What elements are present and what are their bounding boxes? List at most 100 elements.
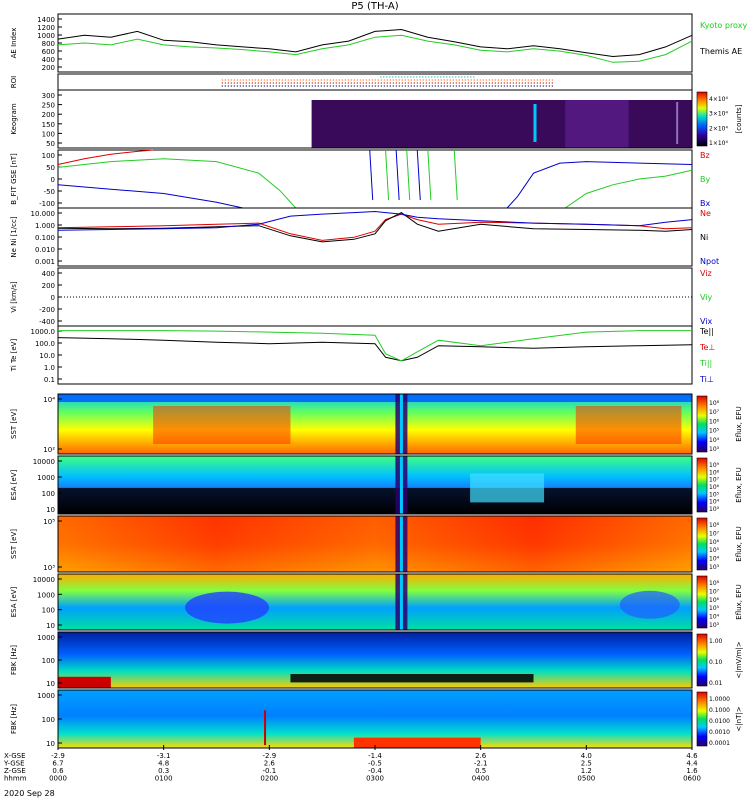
axis-row-label: Y-GSE [3, 760, 25, 768]
axis-row-value: 0300 [366, 775, 384, 783]
y-tick-label: 1400 [37, 16, 55, 24]
y-tick-label: 10.000 [31, 210, 56, 218]
axis-row-value: 0400 [472, 775, 490, 783]
y-tick-label: 400 [42, 270, 55, 278]
colorbar-tick-label: 10⁸ [709, 469, 720, 476]
y-axis-label: Ne Ni [1/cc] [10, 216, 18, 257]
legend-entry: Kyoto proxy AE [700, 21, 750, 30]
colorbar-label: <|mV/m|> [735, 641, 743, 678]
y-tick-label: 10 [46, 680, 55, 688]
colorbar-label: Eflux, EFU [735, 584, 743, 619]
colorbar-tick-label: 10⁶ [709, 484, 720, 491]
b-field-spike [453, 149, 458, 201]
legend-entry: Themis AE [699, 47, 742, 56]
y-tick-label: 0 [51, 294, 55, 302]
colorbar [696, 575, 708, 629]
y-tick-label: 50 [46, 140, 55, 148]
y-tick-label: 1000 [37, 634, 55, 642]
colorbar-tick-label: 10⁵ [709, 547, 720, 554]
y-tick-label: 1000.0 [31, 328, 56, 336]
colorbar-tick-label: 10⁸ [709, 400, 720, 407]
axis-row-value: 0.5 [475, 767, 486, 775]
colorbar-tick-label: 10⁹ [709, 462, 720, 469]
y-tick-label: 10000 [33, 576, 55, 584]
y-tick-label: -50 [44, 188, 55, 196]
legend-entry: Viz [700, 269, 712, 278]
y-tick-label: 0 [51, 176, 55, 184]
colorbar-tick-label: 3×10⁴ [709, 111, 728, 118]
axis-row-value: 1.6 [686, 767, 698, 775]
axis-row-value: 4.8 [158, 760, 169, 768]
colorbar-tick-label: 0.10 [709, 659, 723, 666]
legend-entry: Npot [700, 257, 719, 266]
colorbar-tick-label: 10⁷ [709, 530, 720, 537]
colorbar [696, 91, 708, 147]
colorbar-tick-label: 10⁷ [709, 477, 720, 484]
colorbar-tick-label: 10⁶ [709, 597, 720, 604]
y-tick-label: 300 [42, 92, 55, 100]
axis-row-value: 4.0 [581, 752, 592, 760]
colorbar-tick-label: 0.0010 [709, 729, 730, 736]
heatmap-band [470, 473, 545, 503]
colorbar [696, 395, 708, 453]
heatmap-blob [619, 590, 680, 619]
axis-row-value: 2.6 [475, 752, 487, 760]
y-tick-label: 800 [42, 40, 55, 48]
y-tick-label: -400 [39, 318, 55, 326]
colorbar-label: [counts] [735, 104, 743, 133]
panel-velocity: Vi [km/s] 400 200 0 -200 -400 Viz Viy Vix [10, 267, 713, 327]
b-field-spike [406, 149, 411, 201]
panel-bfit: B_FIT GSE [nT] 100 50 0 -50 -100 Bz By Bx [10, 149, 710, 209]
y-tick-label: 10.0 [39, 352, 55, 360]
panel-fbk_e: FBK [Hz] 1000 100 10 1.00 0.10 0.01 <|mV/m|> [10, 631, 743, 689]
y-axis-label: B_FIT GSE [nT] [10, 153, 18, 205]
colorbar-tick-label: 0.01 [709, 680, 723, 687]
colorbar [696, 633, 708, 687]
legend-entry: Bz [700, 151, 710, 160]
series-bx [57, 161, 693, 209]
panel-background [58, 208, 692, 266]
y-axis-label: ESA [eV] [10, 469, 18, 500]
y-tick-label: 100 [42, 716, 55, 724]
axis-row-value: 2.6 [264, 760, 276, 768]
axis-row-value: -0.1 [262, 767, 276, 775]
panel-fbk_b: FBK [Hz] 1000 100 10 1.0000 0.1000 0.0100 0.001… [10, 689, 743, 749]
y-axis-label: Vi [km/s] [10, 281, 18, 312]
legend-entry: By [700, 175, 710, 184]
series-te- [57, 337, 693, 362]
colorbar-tick-label: 0.0100 [709, 718, 730, 725]
colorbar-tick-label: 10⁴ [709, 437, 720, 444]
axis-row-value: 0600 [683, 775, 701, 783]
keogram-arc [676, 102, 679, 144]
y-tick-label: 10² [43, 446, 55, 454]
heatmap-crossing-core [399, 574, 403, 630]
axis-row-value: -2.9 [262, 752, 276, 760]
legend-entry: Te|| [699, 327, 714, 336]
heatmap-band [58, 676, 111, 688]
legend-entry: Bx [700, 199, 710, 208]
panel-frame [57, 573, 693, 631]
y-tick-label: -100 [39, 200, 55, 208]
series-kyoto-proxy-ae [57, 34, 693, 63]
time-axis: X-GSE -2.9 -3.1 -2.9 -1.4 2.6 4.0 4.6 Y-GSE 6.7 4.… [3, 745, 701, 783]
y-axis-label: ESA [eV] [10, 586, 18, 617]
panel-background [58, 150, 692, 208]
y-tick-label: 10³ [43, 564, 55, 572]
axis-row-value: -2.1 [474, 760, 488, 768]
axis-row-label: hhmm [4, 775, 27, 783]
b-field-spike [369, 149, 374, 201]
legend-entry: Ti|| [699, 359, 712, 368]
panel-density: Ne Ni [1/cc] 10.000 1.000 0.100 0.010 0.001 Ne… [10, 207, 719, 267]
series-themis-ae [57, 28, 693, 58]
colorbar [696, 691, 708, 747]
colorbar [696, 457, 708, 513]
y-axis-label: SST [eV] [10, 529, 18, 559]
legend-entry: Te⊥ [699, 343, 715, 352]
series-ni [57, 212, 693, 243]
colorbar-tick-label: 10⁶ [709, 418, 720, 425]
axis-row-value: 0100 [155, 775, 173, 783]
legend-entry: Ti⊥ [699, 375, 714, 384]
heatmap-band [575, 406, 682, 444]
axis-row-value: -1.4 [368, 752, 382, 760]
